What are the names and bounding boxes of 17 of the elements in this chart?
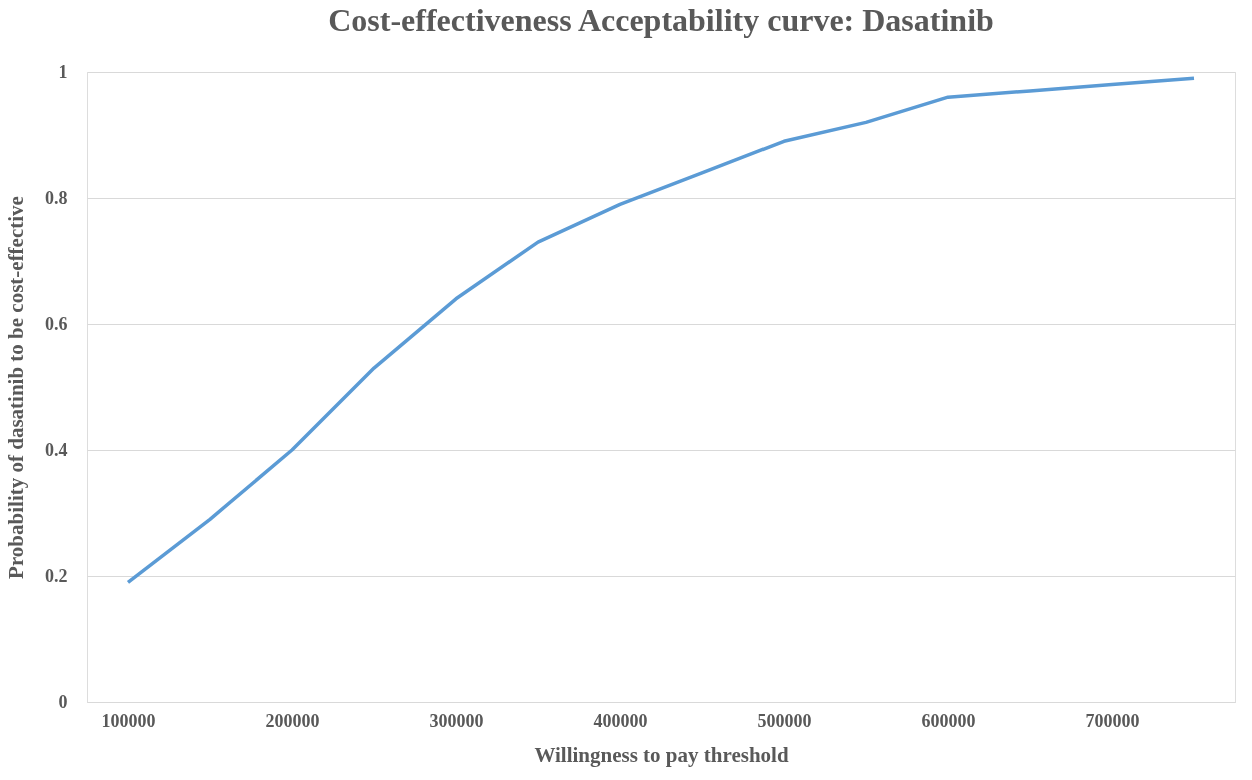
line-series (126, 76, 1196, 585)
y-tick-label: 0.4 (45, 439, 68, 460)
y-tick-label: 0.6 (45, 313, 68, 334)
y-tick-label: 1 (58, 61, 68, 82)
y-tick-label: 0 (58, 691, 68, 712)
chart-title: Cost-effectiveness Acceptability curve: Dasatinib (328, 2, 994, 38)
x-tick-label: 100000 (101, 710, 156, 731)
x-tick-label: 400000 (593, 710, 648, 731)
x-axis-title: Willingness to pay threshold (534, 742, 789, 767)
x-tick-label: 600000 (921, 710, 976, 731)
x-tick-label: 200000 (265, 710, 320, 731)
y-tick-label: 0.8 (45, 187, 68, 208)
x-tick-label: 700000 (1085, 710, 1140, 731)
x-tick-label: 500000 (757, 710, 812, 731)
y-tick-label: 0.2 (45, 565, 68, 586)
x-tick-label: 300000 (429, 710, 484, 731)
y-axis-title: Probability of dasatinib to be cost-effective (4, 196, 28, 579)
